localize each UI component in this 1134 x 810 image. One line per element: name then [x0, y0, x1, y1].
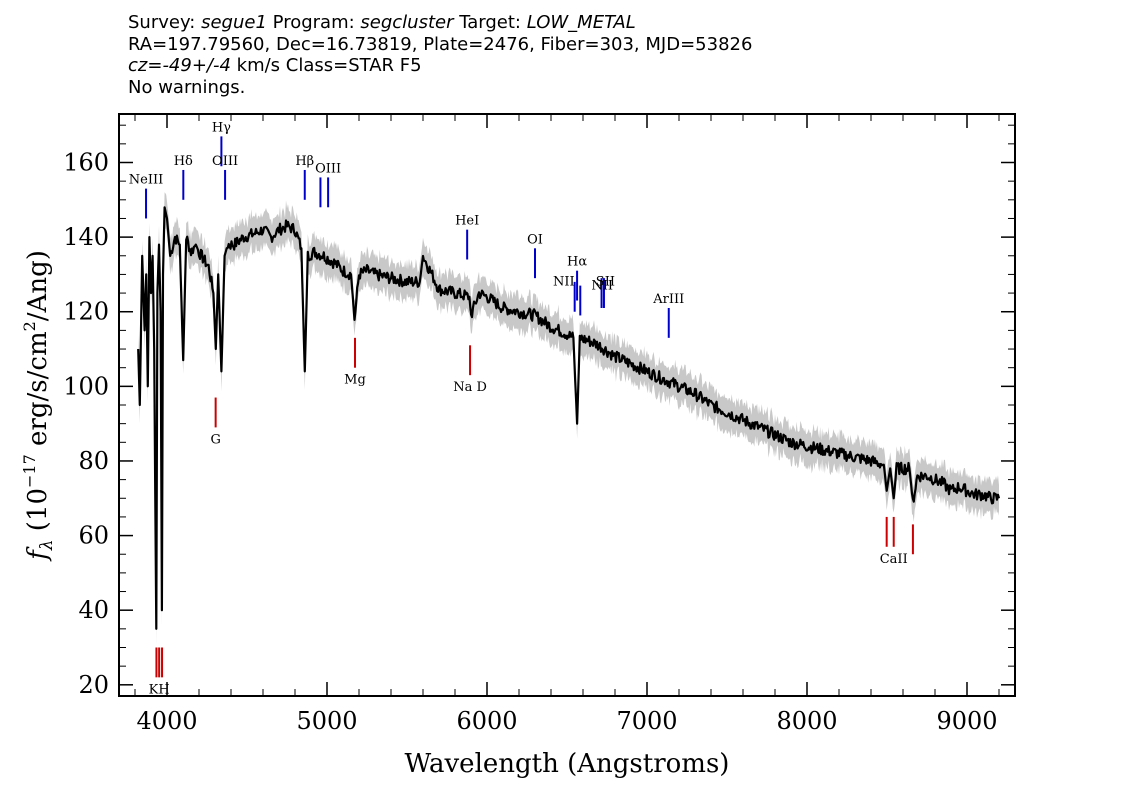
header-line-warnings: No warnings.	[128, 76, 246, 98]
y-tick-label: 60	[78, 522, 109, 550]
line-label-oiii: OIII	[212, 154, 238, 169]
axis-ticks: 4000 5000 6000 7000 8000 9000 20 40 60 80 100 120 14…	[63, 114, 1015, 735]
header-line-survey: Survey: segue1 Program: segcluster Targe…	[128, 12, 752, 34]
program-label: Program:	[272, 12, 355, 33]
y-tick-label: 140	[63, 223, 109, 251]
line-label-hα: Hα	[567, 255, 587, 270]
y-axis-title-text: fλ (10−17 erg/s/cm2/Ang)	[20, 250, 57, 562]
line-label-g: G	[210, 432, 220, 447]
line-label-nii: NII	[591, 278, 613, 293]
line-label-kh: KH	[149, 682, 170, 697]
y-tick-label: 40	[78, 596, 109, 624]
line-label-na-d: Na D	[453, 380, 487, 395]
line-label-hγ: Hγ	[212, 120, 231, 135]
y-title-space	[23, 531, 53, 539]
survey-value: segue1	[201, 12, 267, 33]
x-axis-title: Wavelength (Angstroms)	[405, 749, 730, 779]
y-title-exp2: 2	[20, 321, 39, 331]
y-title-post: /Ang)	[23, 250, 53, 321]
x-tick-label: 8000	[776, 707, 837, 735]
x-tick-label: 5000	[296, 707, 357, 735]
target-label: Target:	[459, 12, 521, 33]
line-label-sii: SII	[596, 275, 615, 290]
x-tick-label: 4000	[136, 707, 197, 735]
y-axis-title: fλ (10−17 erg/s/cm2/Ang)	[20, 250, 57, 562]
line-label-caii: CaII	[880, 552, 908, 567]
spectrum-series	[137, 206, 1001, 630]
x-tick-label: 7000	[616, 707, 677, 735]
y-title-mid: erg/s/cm	[23, 331, 53, 454]
program-value: segcluster	[360, 12, 454, 33]
plot-frame	[118, 113, 1016, 697]
survey-label: Survey:	[128, 12, 196, 33]
y-tick-label: 160	[63, 149, 109, 177]
line-label-mg: Mg	[344, 373, 366, 388]
line-label-oiii: OIII	[315, 161, 341, 176]
header-line-coordinates: RA=197.79560, Dec=16.73819, Plate=2476, …	[128, 33, 753, 55]
line-label-hei: HeI	[455, 214, 479, 229]
target-value: LOW_METAL	[526, 12, 636, 33]
cz-value: -49+/-4	[162, 55, 231, 76]
spectrum-line	[137, 206, 1001, 630]
y-tick-label: 100	[63, 372, 109, 400]
x-tick-label: 6000	[456, 707, 517, 735]
y-tick-label: 80	[78, 447, 109, 475]
x-tick-label: 9000	[936, 707, 997, 735]
line-label-ariii: ArIII	[652, 292, 684, 307]
cz-class: km/s Class=STAR F5	[230, 55, 422, 76]
y-tick-label: 20	[78, 671, 109, 699]
y-title-exp: −17	[20, 454, 39, 488]
spectrum-header: Survey: segue1 Program: segcluster Targe…	[128, 12, 752, 98]
cz-label: cz=	[128, 55, 163, 76]
y-title-pre: (10	[23, 488, 53, 531]
line-label-nii: NII	[553, 275, 575, 290]
y-tick-label: 120	[63, 298, 109, 326]
header-line-redshift: cz=-49+/-4 km/s Class=STAR F5	[128, 55, 752, 77]
y-title-sub: λ	[37, 539, 57, 551]
line-label-neiii: NeIII	[129, 173, 163, 188]
line-label-hβ: Hβ	[295, 154, 314, 169]
line-label-hδ: Hδ	[174, 154, 193, 169]
line-label-oi: OI	[527, 232, 543, 247]
